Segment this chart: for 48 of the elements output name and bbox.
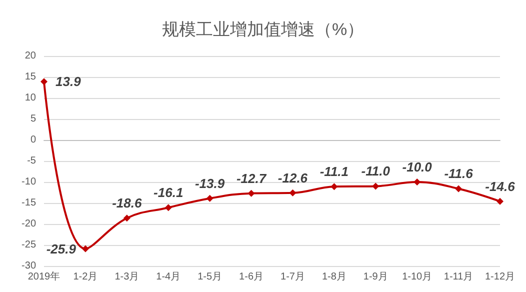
x-tick-label: 1-7月 <box>280 272 305 282</box>
y-tick-label: 5 <box>30 114 36 124</box>
y-tick-label: 20 <box>24 50 36 62</box>
chart-title: 规模工业增加值增速（%） <box>162 20 364 39</box>
data-label: -13.9 <box>194 176 226 191</box>
y-tick-label: 15 <box>24 72 36 82</box>
point <box>414 178 421 186</box>
point <box>330 183 338 190</box>
x-tick-label: 1-11月 <box>444 272 474 282</box>
y-tick-label: 10 <box>24 92 36 104</box>
data-label: -16.1 <box>154 185 184 200</box>
y-tick-label: -5 <box>27 156 36 166</box>
data-label: 13.9 <box>56 74 82 90</box>
y-tick-label: -25 <box>22 240 36 250</box>
x-tick-label: 2019年 <box>28 270 60 282</box>
point <box>289 189 296 196</box>
x-tick-label: 1-6月 <box>239 272 264 282</box>
x-tick-label: 1-10月 <box>402 272 432 282</box>
x-tick-label: 1-12月 <box>484 272 515 282</box>
data-label: -11.6 <box>444 166 474 182</box>
data-label: -18.6 <box>112 196 142 211</box>
point <box>123 214 130 222</box>
x-tick-label: 1-5月 <box>198 272 222 282</box>
point <box>206 194 214 202</box>
y-tick-label: -20 <box>22 218 36 230</box>
data-label: -25.9 <box>46 241 77 256</box>
y-tick-label: -30 <box>22 260 36 272</box>
point <box>82 245 89 252</box>
data-label: -10.0 <box>402 160 433 174</box>
data-label: -11.0 <box>361 164 391 179</box>
x-tick-label: 1-4月 <box>156 272 181 282</box>
y-tick-label: 0 <box>30 134 36 146</box>
data-label: -14.6 <box>485 178 516 194</box>
y-tick-label: -15 <box>22 198 36 208</box>
data-label: -12.6 <box>278 170 308 186</box>
x-tick-label: 1-2月 <box>73 272 98 282</box>
point <box>496 198 504 205</box>
data-label: -11.1 <box>320 164 349 180</box>
point <box>40 78 48 86</box>
x-tick-label: 1-9月 <box>363 272 388 282</box>
point <box>248 190 255 197</box>
x-tick-label: 1-3月 <box>114 272 140 282</box>
point <box>164 204 172 212</box>
y-tick-label: -10 <box>22 176 36 188</box>
point <box>372 182 380 190</box>
data-label: -12.7 <box>236 170 267 186</box>
x-tick-label: 1-8月 <box>322 272 346 282</box>
point <box>455 185 462 192</box>
